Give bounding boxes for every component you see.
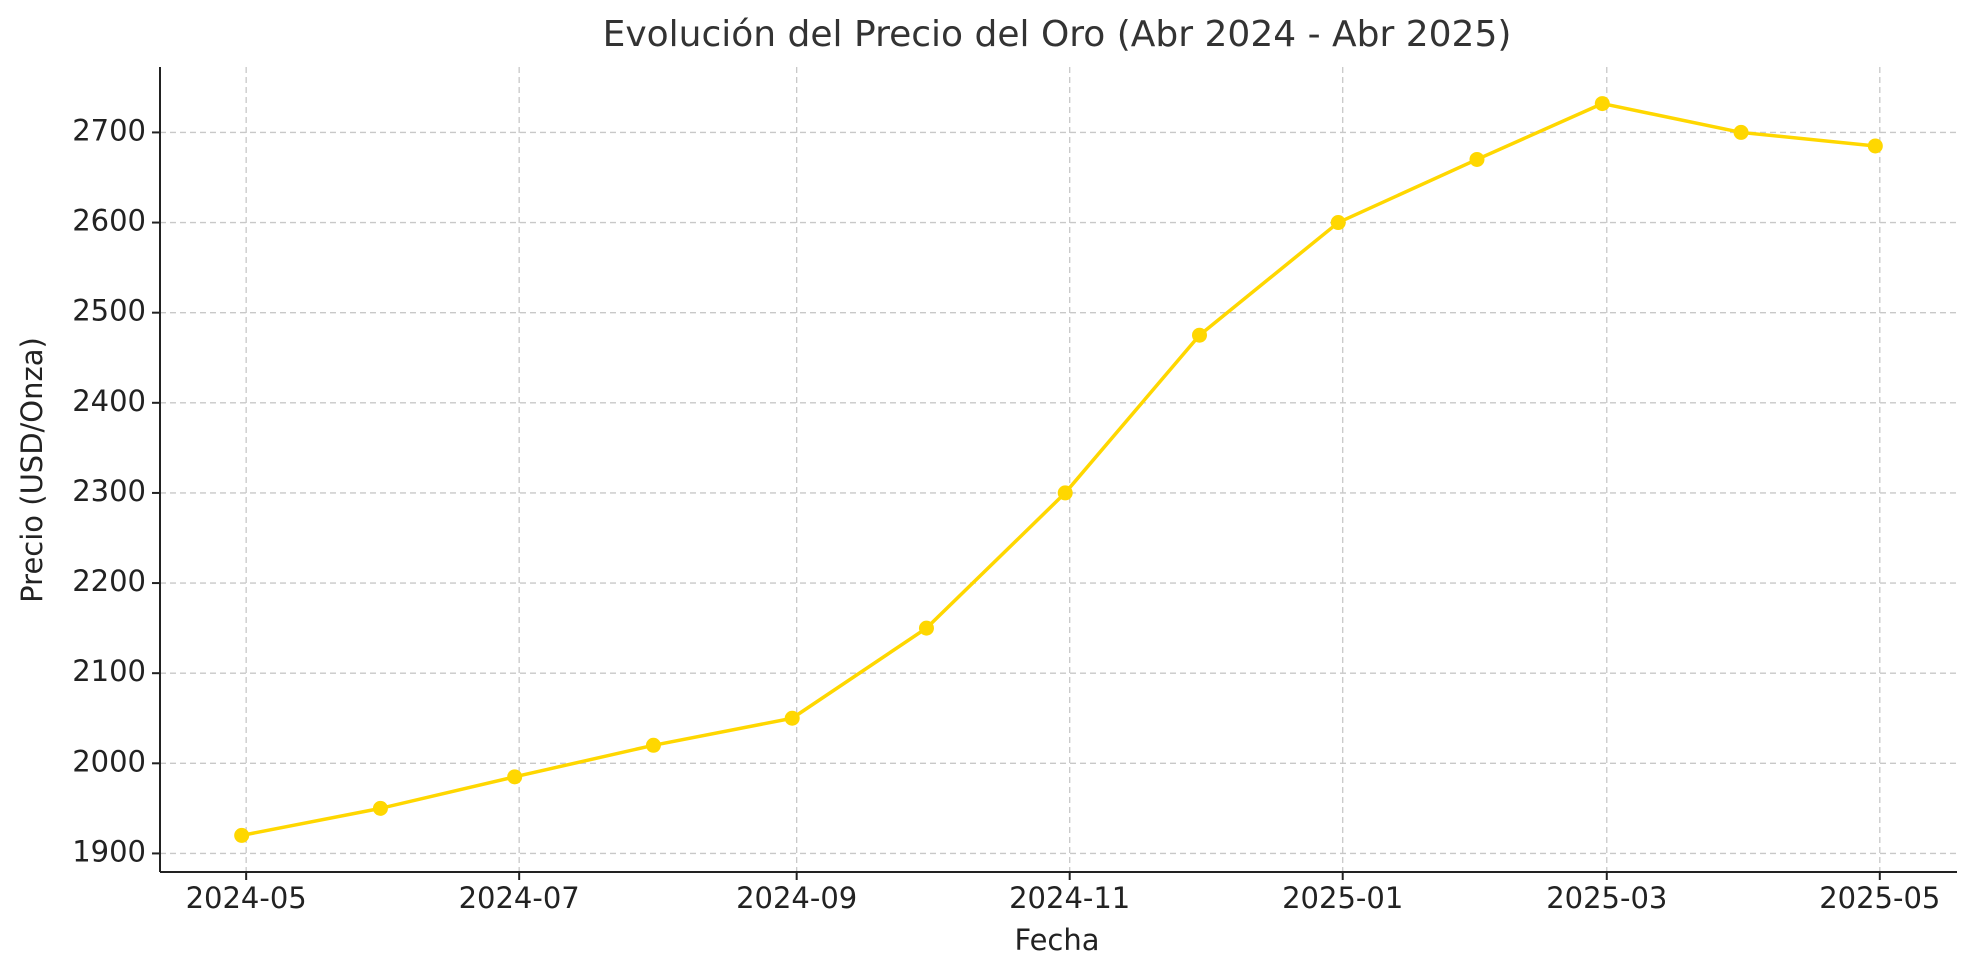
data-point bbox=[234, 827, 250, 843]
data-point bbox=[1469, 151, 1485, 167]
data-point bbox=[645, 737, 661, 753]
x-tick-label: 2024-07 bbox=[459, 881, 580, 915]
data-point bbox=[1867, 138, 1883, 154]
x-tick-label: 2024-11 bbox=[1009, 881, 1130, 915]
data-line bbox=[241, 101, 1876, 838]
y-tick-label: 2500 bbox=[72, 294, 146, 328]
data-point bbox=[784, 710, 800, 726]
data-point bbox=[1594, 96, 1610, 112]
y-tick-label: 2000 bbox=[72, 744, 146, 778]
y-tick-label: 2300 bbox=[72, 474, 146, 508]
y-tick-label: 2700 bbox=[72, 113, 146, 147]
x-axis-label: Fecha bbox=[1014, 923, 1099, 957]
data-point bbox=[1733, 124, 1749, 140]
y-tick-label: 2100 bbox=[72, 654, 146, 688]
x-tick-label: 2025-05 bbox=[1819, 881, 1940, 915]
data-point bbox=[1057, 485, 1073, 501]
data-point bbox=[918, 620, 934, 636]
x-tick-label: 2025-01 bbox=[1282, 881, 1403, 915]
y-tick-label: 1900 bbox=[72, 834, 146, 868]
y-tick-label: 2200 bbox=[72, 564, 146, 598]
y-axis-label: Precio (USD/Onza) bbox=[15, 337, 49, 603]
x-tick-label: 2024-09 bbox=[736, 881, 857, 915]
y-tick-label: 2400 bbox=[72, 384, 146, 418]
data-point bbox=[1191, 327, 1207, 343]
data-point bbox=[372, 800, 388, 816]
x-tick-label: 2025-03 bbox=[1546, 881, 1667, 915]
data-point bbox=[507, 769, 523, 785]
y-tick-label: 2600 bbox=[72, 204, 146, 238]
data-point bbox=[1330, 215, 1346, 231]
chart-title: Evolución del Precio del Oro (Abr 2024 -… bbox=[603, 14, 1512, 55]
x-tick-label: 2024-05 bbox=[186, 881, 307, 915]
